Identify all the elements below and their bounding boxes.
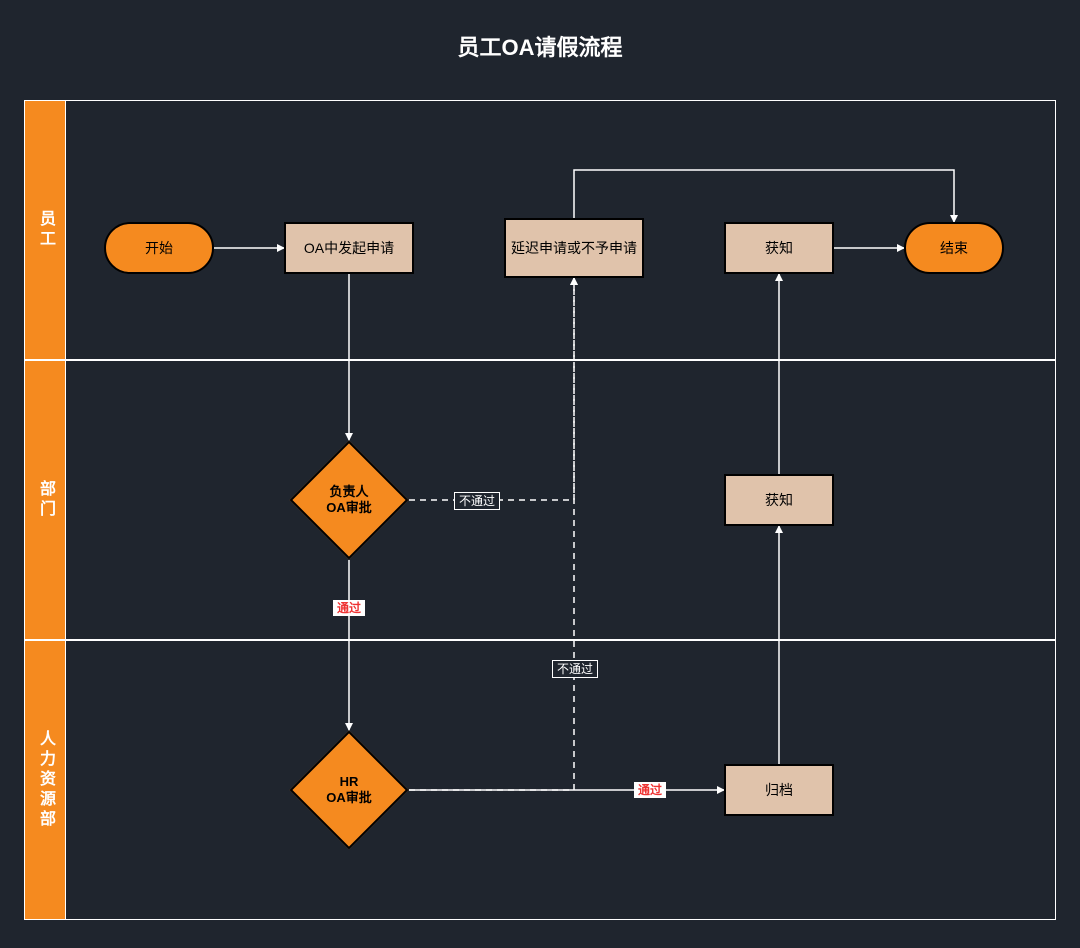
lane-body-department — [65, 361, 1055, 639]
node-dept-decision: 负责人OA审批 — [307, 458, 391, 542]
edge-label-pass: 通过 — [333, 600, 365, 616]
lane-label: 人力资源部 — [33, 730, 57, 830]
edge-label-fail: 不通过 — [552, 660, 598, 678]
node-archive: 归档 — [724, 764, 834, 816]
lane-department: 部门 — [24, 360, 1056, 640]
swimlane-diagram: 员工 部门 人力资源部 开始 OA中发起申请 延迟申请或不予申请 获知 结束 负… — [24, 100, 1056, 920]
node-hr-decision: HROA审批 — [307, 748, 391, 832]
decision-label: 负责人OA审批 — [289, 440, 409, 560]
lane-header-employee: 员工 — [25, 101, 65, 359]
lane-body-hr — [65, 641, 1055, 919]
node-end: 结束 — [904, 222, 1004, 274]
node-delay: 延迟申请或不予申请 — [504, 218, 644, 278]
node-know-employee: 获知 — [724, 222, 834, 274]
lane-header-hr: 人力资源部 — [25, 641, 65, 919]
lane-label: 员工 — [33, 210, 57, 250]
node-start: 开始 — [104, 222, 214, 274]
lane-hr: 人力资源部 — [24, 640, 1056, 920]
node-know-department: 获知 — [724, 474, 834, 526]
lane-label: 部门 — [33, 480, 57, 520]
decision-label: HROA审批 — [289, 730, 409, 850]
edge-label-pass: 通过 — [634, 782, 666, 798]
node-apply: OA中发起申请 — [284, 222, 414, 274]
lane-header-department: 部门 — [25, 361, 65, 639]
edge-label-fail: 不通过 — [454, 492, 500, 510]
diagram-title: 员工OA请假流程 — [0, 30, 1080, 62]
